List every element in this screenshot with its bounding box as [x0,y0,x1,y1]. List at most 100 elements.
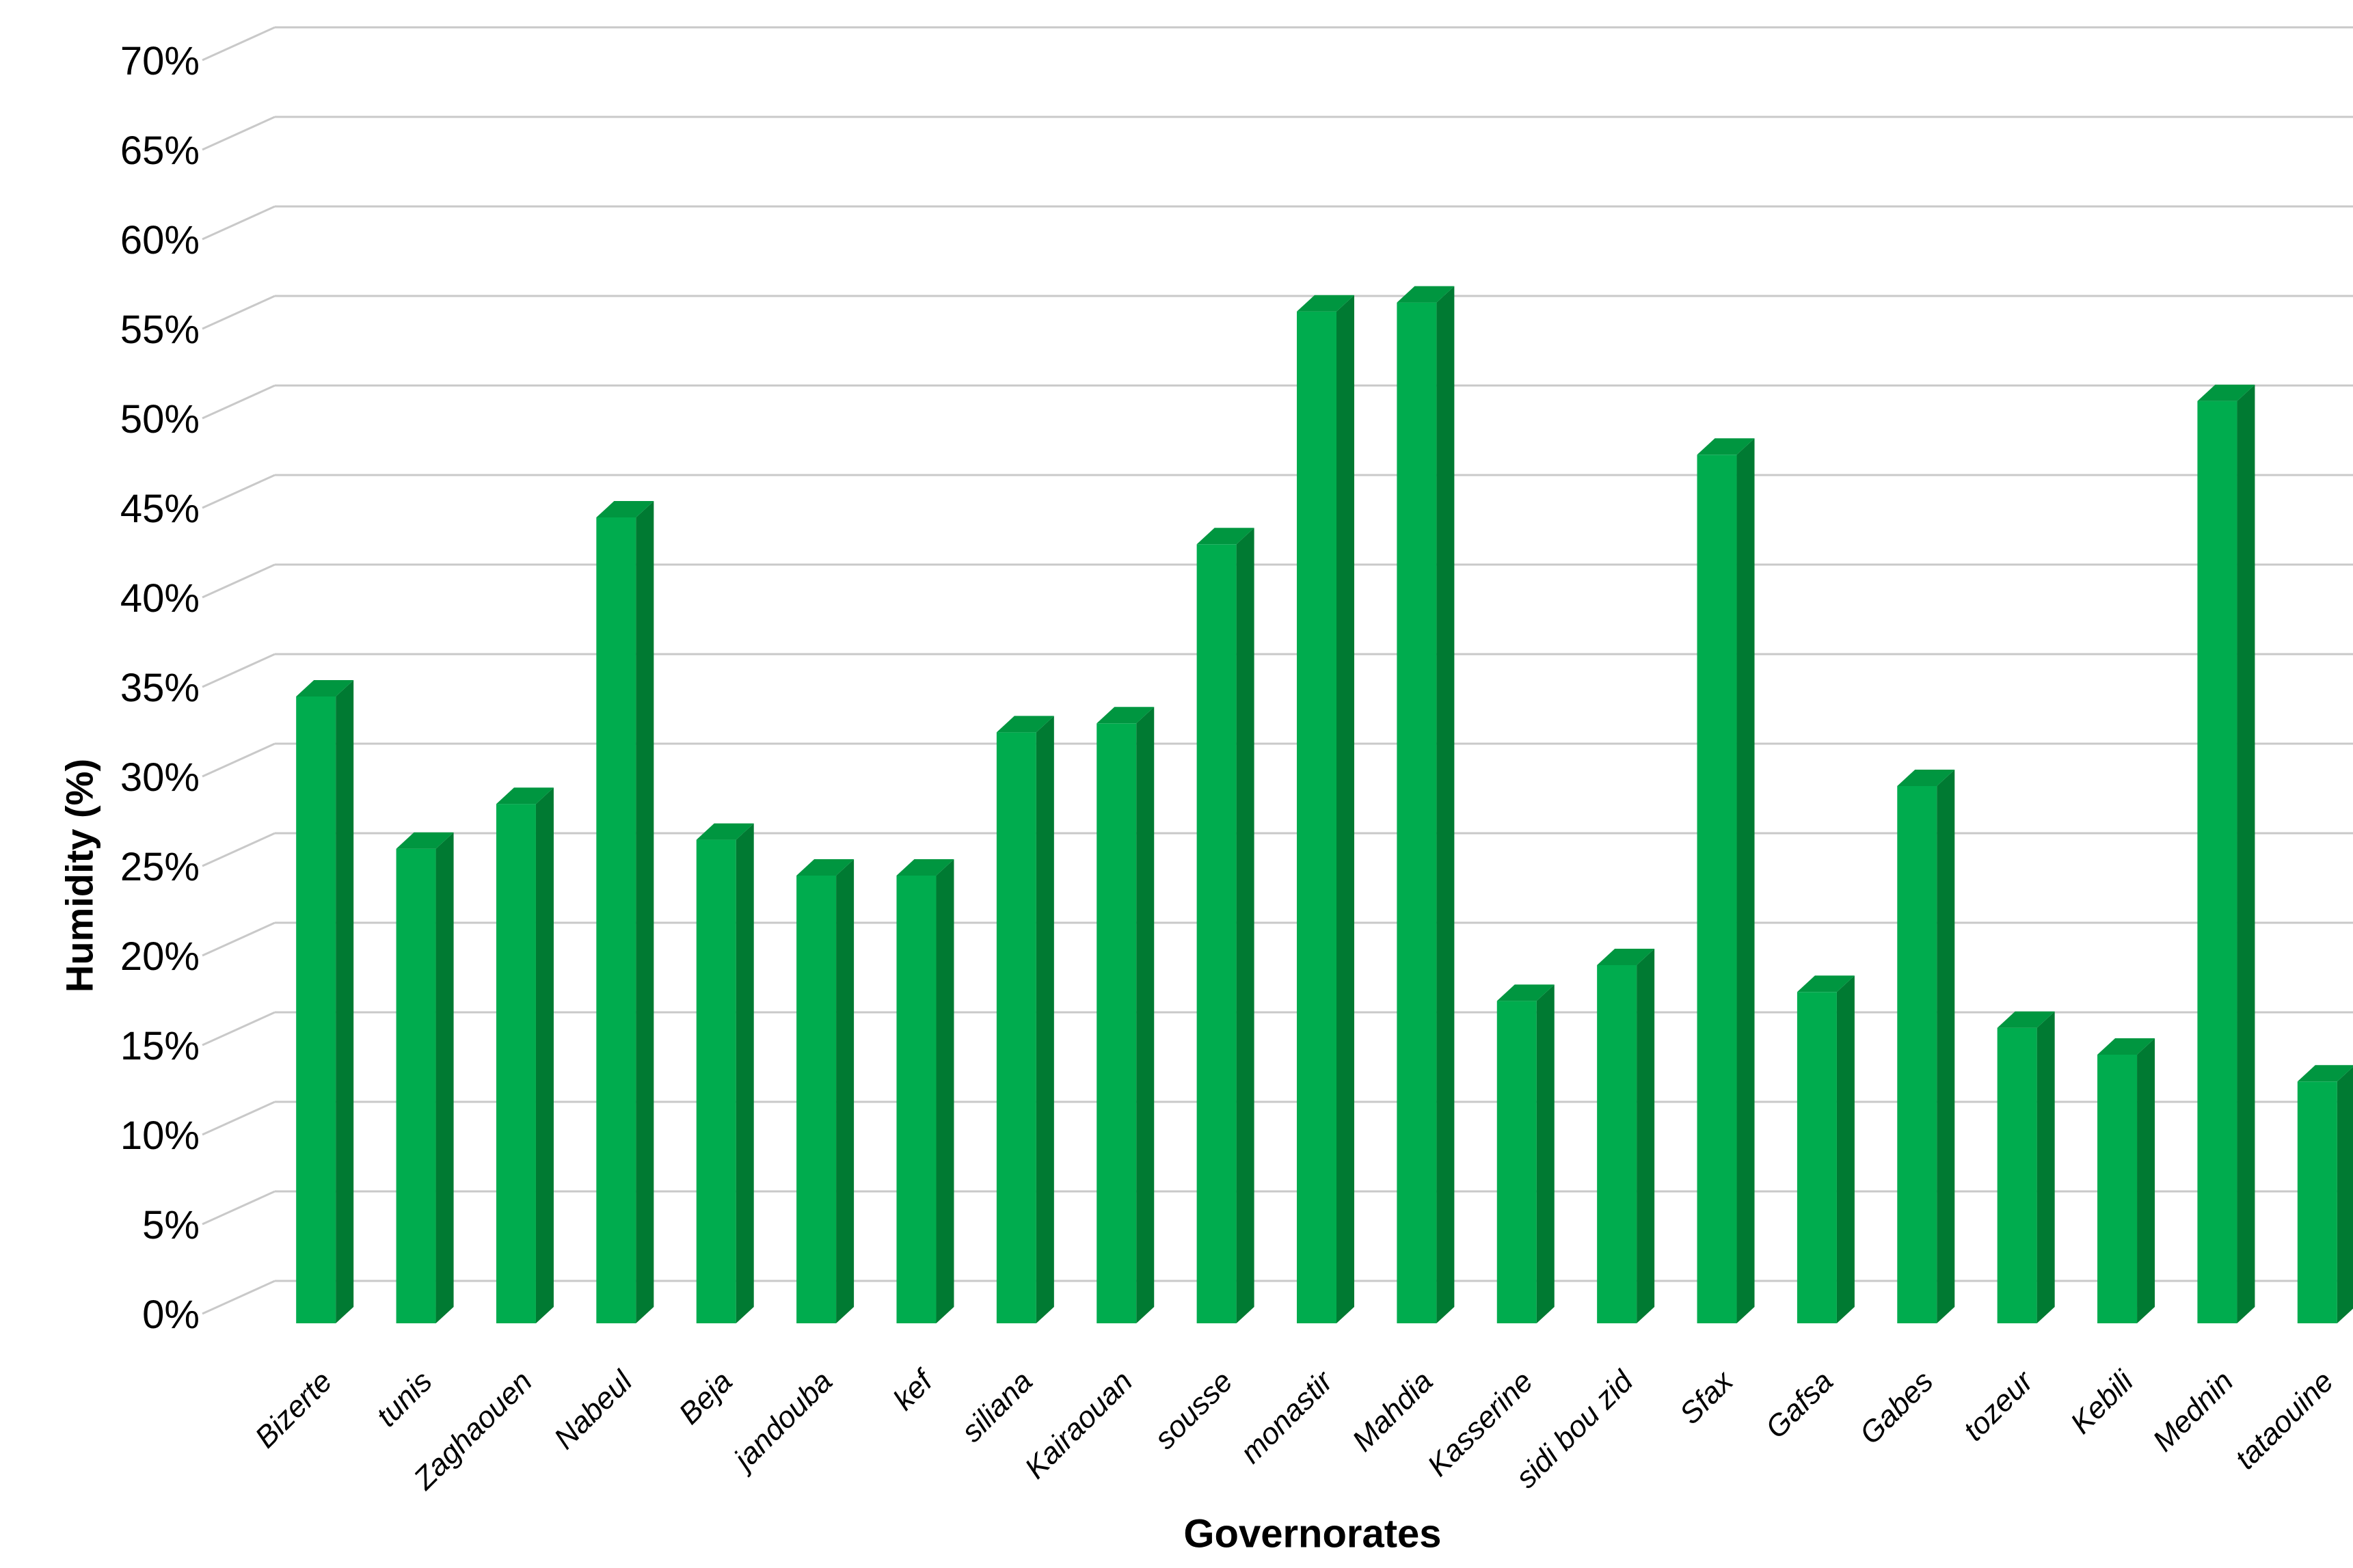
bar [1597,949,1655,1323]
bar-side-face [1836,975,1855,1323]
x-tick-label: Kebili [2064,1364,2140,1441]
gridline-connector [202,742,275,778]
bar-top-face [2097,1038,2155,1055]
y-tick-label: 5% [142,1203,200,1247]
x-tick-label: sousse [1148,1364,1239,1455]
bar-side-face [2237,384,2255,1324]
gridline-connector [202,1100,275,1136]
bar-front-face [296,697,336,1323]
gridline-connector [202,26,275,62]
bar [2297,1065,2353,1323]
bar-side-face [836,859,855,1323]
x-tick-label: Mednin [2147,1364,2240,1458]
bar-top-face [496,787,554,805]
bar-front-face [696,839,736,1323]
bar-side-face [1736,438,1755,1323]
bar [1797,975,1855,1323]
bar [1997,1011,2055,1323]
bar-top-face [1697,438,1755,455]
bar-side-face [435,832,454,1323]
bar-top-face [696,823,754,840]
bar-side-face [1236,528,1254,1323]
gridline-connector [202,474,275,509]
bar-top-face [1097,707,1155,724]
y-tick-label: 70% [120,39,200,83]
gridline-connector [202,921,275,957]
bar-front-face [896,876,937,1323]
bar [2097,1038,2155,1323]
x-tick-label: Beja [673,1364,739,1431]
bar-top-face [2297,1065,2353,1082]
bar [696,823,754,1323]
bar-side-face [2337,1066,2353,1323]
bar-side-face [336,680,354,1323]
bar-front-face [396,848,436,1323]
bar-front-face [1097,723,1137,1323]
bar-side-face [2036,1011,2055,1323]
bar-front-face [496,804,536,1323]
y-tick-label: 35% [120,666,200,710]
gridline-connector [202,1190,275,1226]
bar-front-face [1697,455,1737,1323]
bar-top-face [1196,528,1254,545]
y-tick-label: 10% [120,1113,200,1158]
bar-front-face [2297,1081,2337,1323]
x-tick-label: kef [887,1362,941,1417]
bar [1297,295,1354,1324]
y-tick-label: 30% [120,755,200,800]
bar-side-face [1036,716,1054,1323]
y-tick-label: 0% [142,1293,200,1337]
bar [1496,984,1555,1323]
x-tick-label: Sfax [1673,1364,1740,1431]
bar [396,832,454,1323]
bar-top-face [1496,984,1555,1001]
bar-top-face [1797,975,1855,992]
bar-top-face [1997,1011,2055,1028]
x-tick-label: Bizerte [249,1364,338,1454]
bar [596,501,654,1323]
bar-front-face [1297,311,1336,1324]
gridline-connector [202,563,275,599]
gridline-connector [202,205,275,241]
bar-side-face [636,501,654,1323]
y-tick-label: 20% [120,934,200,979]
y-axis-title: Humidity (%) [57,758,101,993]
humidity-bar-chart: 70% 65% 60% 55% 50% 45% 40% 35% 30% 25% 20% 15% 10% 5… [27,11,2353,1557]
bar-top-face [396,832,454,849]
bar-front-face [796,876,837,1323]
chart-canvas: 70% 65% 60% 55% 50% 45% 40% 35% 30% 25% 20% 15% 10% 5… [120,26,2353,1496]
bar-side-face [1937,770,1955,1323]
bar-front-face [1797,992,1837,1323]
bar-front-face [1397,302,1437,1324]
x-tick-label: Gafsa [1759,1364,1840,1445]
bar [296,680,354,1323]
bar-top-face [896,859,954,876]
gridline-connector [202,1011,275,1046]
bar-front-face [596,517,636,1323]
bar [796,859,855,1323]
y-tick-label: 55% [120,308,200,352]
bar-front-face [996,732,1036,1323]
bar-side-face [1136,707,1155,1323]
bar-top-face [296,680,354,697]
bar-front-face [1196,544,1237,1323]
bar-top-face [2197,384,2255,401]
y-tick-label: 25% [120,845,200,889]
bar-side-face [1336,295,1354,1324]
bar [896,859,954,1323]
bar-top-face [1297,295,1354,312]
x-tick-label: Mahdia [1346,1364,1440,1458]
bar [1196,528,1254,1323]
gridline-connector [202,116,275,151]
y-tick-label: 45% [120,487,200,531]
bar-side-face [1436,286,1455,1324]
bar-front-face [1897,786,1937,1323]
bar-top-face [1397,286,1455,303]
gridline-connector [202,832,275,867]
x-tick-label: Gabes [1853,1364,1939,1450]
bar-top-face [1897,770,1955,786]
x-tick-label: tunis [370,1364,438,1433]
bar-front-face [2097,1055,2138,1323]
x-axis-title: Governorates [1183,1511,1442,1556]
